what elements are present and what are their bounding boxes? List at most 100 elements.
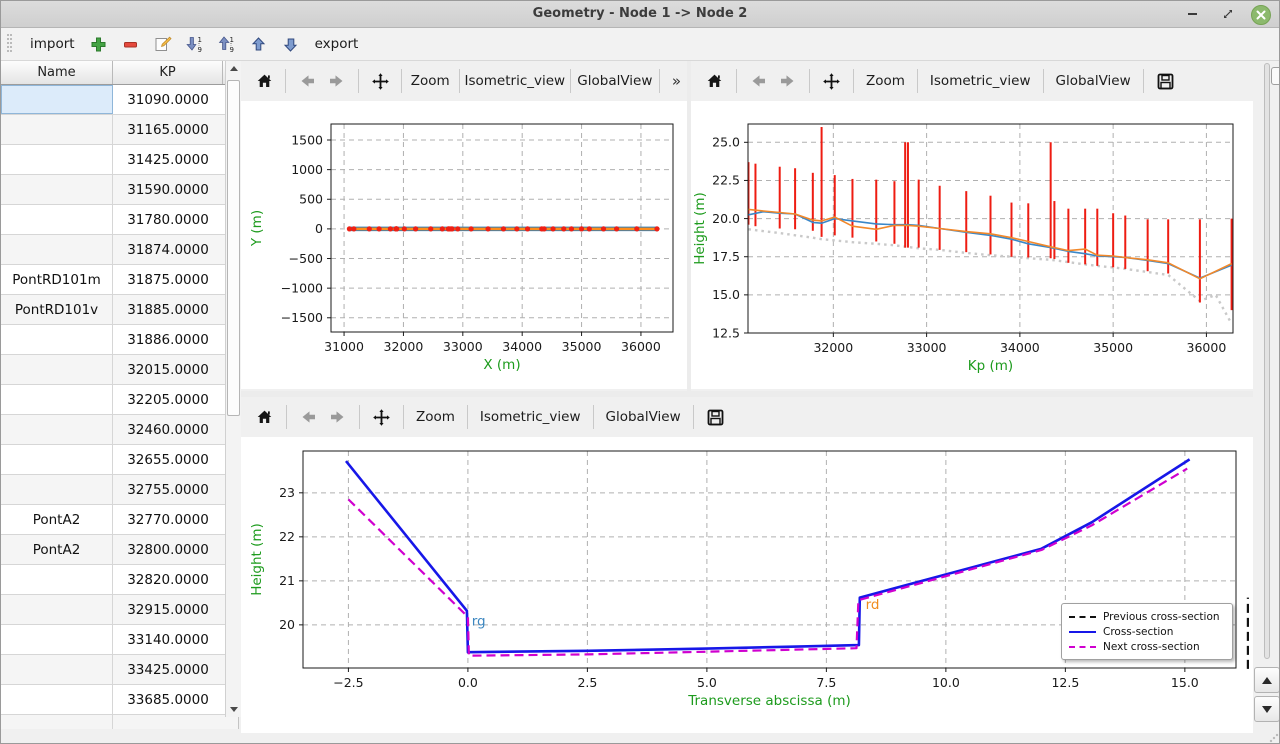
name-cell[interactable] xyxy=(1,595,113,624)
home-button[interactable] xyxy=(249,402,280,432)
forward-button[interactable] xyxy=(323,402,353,432)
kp-cell[interactable]: 32460.0000 xyxy=(127,421,209,438)
kp-cell[interactable]: 33140.0000 xyxy=(127,631,209,648)
name-cell[interactable] xyxy=(1,205,113,234)
name-cell[interactable] xyxy=(1,415,113,444)
kp-cell[interactable]: 33685.0000 xyxy=(127,691,209,708)
remove-row-button[interactable] xyxy=(117,32,145,56)
name-cell[interactable] xyxy=(1,145,113,174)
back-button[interactable] xyxy=(292,66,322,96)
name-cell[interactable]: PontRD101v xyxy=(1,295,113,324)
scroll-down-button[interactable] xyxy=(226,702,242,717)
isometric-view-button[interactable]: Isometric_view xyxy=(464,73,566,89)
plan-view-plot[interactable]: 31000 32000 33000 34000 35000 36000 −1500 −1000… xyxy=(241,101,687,389)
export-button[interactable]: export xyxy=(314,36,359,52)
previous-section-button[interactable] xyxy=(1254,667,1279,693)
kp-cell[interactable]: 32820.0000 xyxy=(127,571,209,588)
save-button[interactable] xyxy=(1150,66,1181,96)
add-row-button[interactable] xyxy=(85,32,113,56)
name-cell[interactable] xyxy=(1,115,113,144)
pan-button[interactable] xyxy=(365,66,395,96)
pan-button[interactable] xyxy=(366,402,397,432)
kp-cell[interactable]: 31165.0000 xyxy=(127,121,209,138)
kp-cell[interactable]: 31875.0000 xyxy=(127,271,209,288)
kp-cell[interactable]: 32655.0000 xyxy=(127,451,209,468)
home-button[interactable] xyxy=(699,66,730,96)
zoom-button[interactable]: Zoom xyxy=(416,409,455,425)
name-cell[interactable]: PontRD101m xyxy=(1,265,113,294)
vertical-splitter[interactable] xyxy=(687,61,691,391)
kp-cell[interactable]: 32800.0000 xyxy=(127,541,209,558)
back-button[interactable] xyxy=(743,66,773,96)
home-button[interactable] xyxy=(249,66,279,96)
kp-cell[interactable]: 32915.0000 xyxy=(127,601,209,618)
kp-cell[interactable]: 32015.0000 xyxy=(127,361,209,378)
toolbar-drag-handle[interactable] xyxy=(7,34,12,54)
sort-ascending-button[interactable]: 1 9 xyxy=(213,32,241,56)
svg-text:35000: 35000 xyxy=(1093,340,1133,355)
kp-cell[interactable]: 31885.0000 xyxy=(127,301,209,318)
name-cell[interactable] xyxy=(1,355,113,384)
next-section-button[interactable] xyxy=(1254,696,1279,722)
kp-cell[interactable]: 32755.0000 xyxy=(127,481,209,498)
cross-section-plot[interactable]: −2.5 0.0 2.5 5.0 7.5 10.0 12.5 15.0 20 21 22 23 Tran… xyxy=(241,437,1253,733)
import-button[interactable]: import xyxy=(30,36,75,52)
name-cell[interactable]: PontA2 xyxy=(1,505,113,534)
edit-button[interactable] xyxy=(149,32,177,56)
name-cell[interactable] xyxy=(1,445,113,474)
forward-button[interactable] xyxy=(322,66,352,96)
isometric-view-button[interactable]: Isometric_view xyxy=(479,409,581,425)
name-cell[interactable] xyxy=(1,655,113,684)
back-button[interactable] xyxy=(293,402,323,432)
zoom-button[interactable]: Zoom xyxy=(410,73,450,89)
forward-button[interactable] xyxy=(773,66,803,96)
name-cell[interactable] xyxy=(1,565,113,594)
column-header-kp[interactable]: KP xyxy=(113,61,223,84)
sort-descending-button[interactable]: 1 9 xyxy=(181,32,209,56)
name-cell[interactable] xyxy=(1,685,113,714)
kp-cell[interactable]: 33425.0000 xyxy=(127,661,209,678)
home-icon xyxy=(257,74,272,87)
name-cell[interactable] xyxy=(1,715,113,729)
kp-cell[interactable] xyxy=(113,715,223,729)
name-cell[interactable] xyxy=(1,325,113,354)
kp-cell[interactable]: 32770.0000 xyxy=(127,511,209,528)
scrollbar-thumb[interactable] xyxy=(227,80,240,416)
zoom-button[interactable]: Zoom xyxy=(866,73,905,89)
name-cell[interactable] xyxy=(1,385,113,414)
name-cell[interactable] xyxy=(1,85,113,114)
kp-cell[interactable]: 31780.0000 xyxy=(127,211,209,228)
kp-cell[interactable]: 31425.0000 xyxy=(127,151,209,168)
kp-cell[interactable]: 31590.0000 xyxy=(127,181,209,198)
resize-grip[interactable] xyxy=(1269,733,1279,743)
save-button[interactable] xyxy=(700,402,731,432)
close-button[interactable] xyxy=(1251,5,1271,25)
globalview-button[interactable]: GlobalView xyxy=(1055,73,1131,89)
globalview-button[interactable]: GlobalView xyxy=(605,409,681,425)
isometric-view-button[interactable]: Isometric_view xyxy=(929,73,1031,89)
kp-cell[interactable]: 31090.0000 xyxy=(127,91,209,108)
scroll-up-button[interactable] xyxy=(226,61,242,76)
pan-button[interactable] xyxy=(816,66,847,96)
name-cell[interactable] xyxy=(1,175,113,204)
move-up-button[interactable] xyxy=(245,32,273,56)
minimize-button[interactable] xyxy=(1181,4,1203,24)
cross-section-toolbar: Zoom Isometric_view GlobalView xyxy=(241,397,1253,437)
table-scrollbar[interactable] xyxy=(225,61,241,717)
column-header-name[interactable]: Name xyxy=(1,61,113,84)
maximize-button[interactable] xyxy=(1217,4,1239,24)
kp-cell[interactable]: 31874.0000 xyxy=(127,241,209,258)
name-cell[interactable] xyxy=(1,625,113,654)
globalview-button[interactable]: GlobalView xyxy=(577,73,653,89)
profile-plot[interactable]: 32000 33000 34000 35000 36000 12.5 15.0 17.5 20.… xyxy=(691,101,1253,389)
toolbar-overflow-button[interactable]: » xyxy=(671,72,682,90)
move-down-button[interactable] xyxy=(277,32,305,56)
name-cell[interactable] xyxy=(1,235,113,264)
section-slider-track[interactable] xyxy=(1264,63,1279,659)
kp-cell[interactable]: 32205.0000 xyxy=(127,391,209,408)
name-cell[interactable]: PontA2 xyxy=(1,535,113,564)
kp-cell[interactable]: 31886.0000 xyxy=(127,331,209,348)
name-cell[interactable] xyxy=(1,475,113,504)
section-slider-thumb[interactable] xyxy=(1271,67,1279,85)
horizontal-splitter[interactable] xyxy=(241,391,1253,397)
